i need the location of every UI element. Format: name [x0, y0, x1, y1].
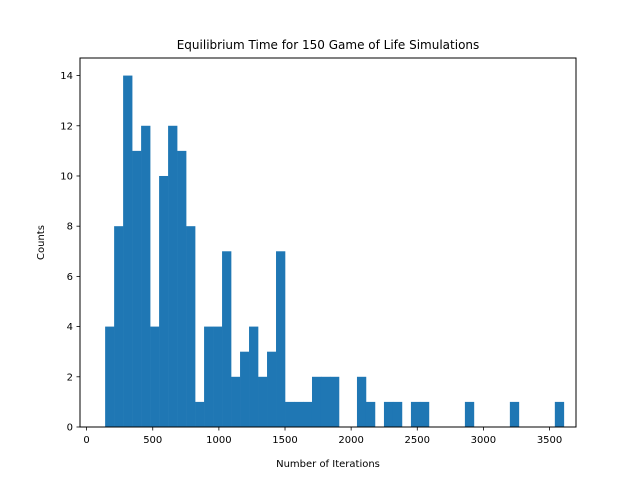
histogram-bar	[123, 75, 133, 428]
histogram-bar	[383, 401, 394, 427]
histogram-bar	[276, 251, 286, 427]
x-tick-label: 2000	[338, 435, 363, 446]
histogram-bar	[168, 125, 178, 427]
y-tick-label: 6	[67, 272, 73, 283]
x-tick-label: 2500	[405, 435, 430, 446]
y-tick-label: 2	[67, 372, 73, 383]
bars-group	[105, 75, 565, 428]
histogram-bar	[177, 150, 187, 427]
histogram-bar	[213, 326, 223, 427]
histogram-bar	[132, 150, 142, 427]
x-tick-label: 500	[143, 435, 162, 446]
y-tick-label: 10	[60, 171, 73, 182]
x-tick-label: 3000	[471, 435, 496, 446]
histogram-bar	[392, 401, 403, 427]
x-tick-label: 1000	[206, 435, 231, 446]
histogram-bar	[365, 401, 376, 427]
histogram-bar	[419, 401, 430, 427]
histogram-bar	[311, 376, 322, 427]
histogram-bar	[329, 376, 340, 427]
histogram-bar	[249, 326, 259, 427]
histogram-bar	[509, 401, 520, 427]
y-tick-label: 12	[60, 121, 73, 132]
histogram-bar	[356, 376, 367, 427]
y-tick-label: 0	[67, 423, 73, 434]
y-axis: 0 2 4 6 8 10 12 14	[60, 71, 80, 434]
histogram-bar	[285, 401, 295, 427]
y-axis-label: Counts	[36, 225, 47, 260]
histogram-bar	[320, 376, 331, 427]
histogram-bar	[114, 226, 124, 427]
histogram-bar	[554, 401, 565, 427]
chart-title: Equilibrium Time for 150 Game of Life Si…	[177, 38, 480, 52]
histogram-bar	[204, 326, 214, 427]
histogram-bar	[150, 326, 160, 427]
y-tick-label: 4	[67, 322, 73, 333]
y-tick-label: 14	[60, 71, 73, 82]
histogram-bar	[195, 401, 205, 427]
histogram-bar	[464, 401, 475, 427]
histogram-bar	[186, 226, 196, 427]
histogram-bar	[141, 125, 151, 427]
histogram-bar	[231, 376, 241, 427]
histogram-bar	[222, 251, 232, 427]
x-tick-label: 0	[83, 435, 89, 446]
histogram-bar	[240, 351, 250, 427]
x-tick-label: 3500	[537, 435, 562, 446]
x-axis: 0 500 1000 1500 2000 2500 3000 3500	[83, 427, 562, 446]
histogram-bar	[267, 351, 277, 427]
histogram-bar	[258, 376, 268, 427]
histogram-bar	[159, 175, 169, 427]
x-axis-label: Number of Iterations	[276, 459, 380, 470]
histogram-bar	[303, 401, 313, 427]
x-tick-label: 1500	[272, 435, 297, 446]
y-tick-label: 8	[67, 222, 73, 233]
histogram-bar	[410, 401, 421, 427]
histogram-bar	[105, 326, 115, 427]
plot-frame	[79, 57, 577, 428]
histogram-bar	[294, 401, 304, 427]
